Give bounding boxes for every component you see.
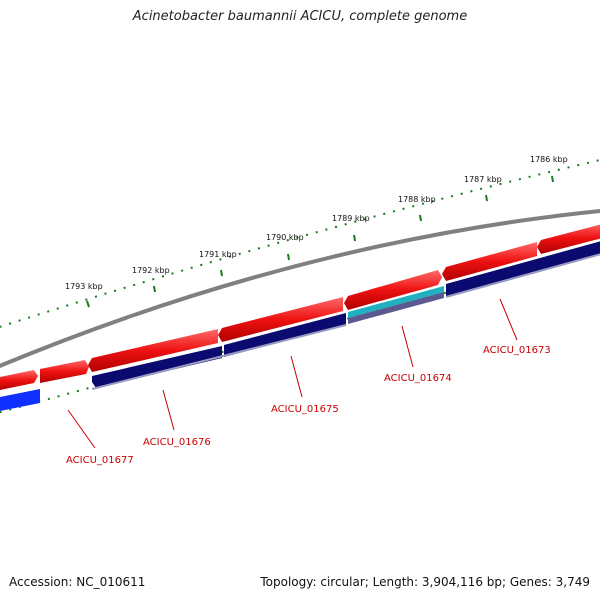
forward-gene[interactable] xyxy=(344,270,442,310)
forward-gene[interactable] xyxy=(40,360,89,383)
reverse-strand-genes xyxy=(0,240,600,412)
forward-gene[interactable] xyxy=(537,222,600,254)
kbp-label: 1789 kbp xyxy=(332,214,370,223)
genome-title: Acinetobacter baumannii ACICU, complete … xyxy=(132,9,468,24)
kbp-label: 1793 kbp xyxy=(65,282,103,291)
reverse-gene[interactable] xyxy=(348,292,444,324)
kbp-label: 1791 kbp xyxy=(199,250,237,259)
topology-text: Topology: circular; Length: 3,904,116 bp… xyxy=(260,575,590,589)
reverse-gene[interactable] xyxy=(224,313,346,357)
reverse-gene[interactable] xyxy=(0,389,40,412)
gene-label-acicu-01677[interactable]: ACICU_01677 xyxy=(66,455,134,466)
gene-label-acicu-01675[interactable]: ACICU_01675 xyxy=(271,404,339,415)
forward-strand-genes xyxy=(0,222,600,391)
kbp-label: 1792 kbp xyxy=(132,266,170,275)
kbp-label: 1786 kbp xyxy=(530,155,568,164)
forward-gene[interactable] xyxy=(218,297,343,342)
reverse-gene-shadow xyxy=(91,253,600,390)
accession-text: Accession: NC_010611 xyxy=(9,575,146,589)
gene-label-acicu-01674[interactable]: ACICU_01674 xyxy=(384,373,452,384)
gene-callouts xyxy=(67,298,518,449)
forward-gene[interactable] xyxy=(0,370,38,391)
forward-gene[interactable] xyxy=(88,329,218,372)
reverse-gene[interactable] xyxy=(446,240,600,296)
reverse-gene[interactable] xyxy=(92,346,222,388)
forward-gene[interactable] xyxy=(442,242,537,281)
ruler-major-ticks xyxy=(86,175,554,308)
kbp-label: 1788 kbp xyxy=(398,195,436,204)
outer-ruler xyxy=(0,159,600,328)
gene-label-acicu-01673[interactable]: ACICU_01673 xyxy=(483,345,551,356)
reverse-gene[interactable] xyxy=(348,286,444,318)
kbp-label: 1790 kbp xyxy=(266,233,304,242)
genome-backbone xyxy=(0,209,600,369)
gene-label-acicu-01676[interactable]: ACICU_01676 xyxy=(143,437,211,448)
kbp-label: 1787 kbp xyxy=(464,175,502,184)
